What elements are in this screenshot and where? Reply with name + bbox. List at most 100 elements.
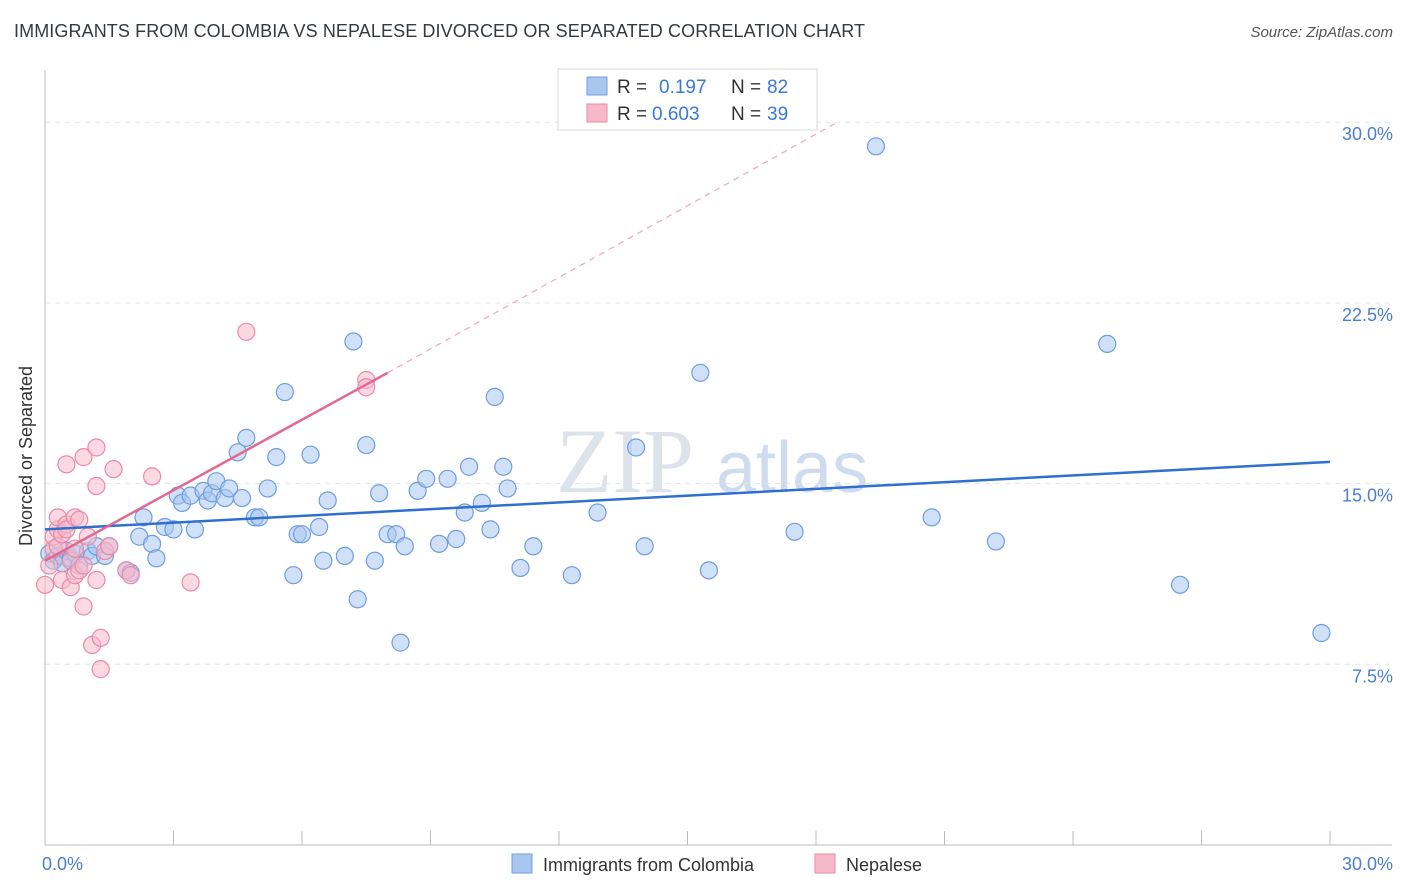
scatter-point xyxy=(626,438,646,457)
scatter-point xyxy=(275,382,294,402)
scatter-point xyxy=(922,508,941,527)
scatter-point xyxy=(370,484,389,503)
bottom-legend-swatch-nepalese xyxy=(814,853,836,874)
axes xyxy=(44,70,1392,846)
scatter-point xyxy=(134,508,153,527)
scatter-point xyxy=(344,332,363,351)
scatter-point xyxy=(237,428,256,447)
legend-swatch-nepalese xyxy=(586,103,608,123)
scatter-point xyxy=(447,529,466,549)
scatter-point xyxy=(121,566,140,585)
source-label: Source: ZipAtlas.com xyxy=(1250,24,1393,41)
legend-swatch-colombia xyxy=(586,76,608,96)
scatter-point xyxy=(87,438,106,457)
bottom-legend-swatch-colombia xyxy=(511,853,533,874)
scatter-point xyxy=(635,537,654,556)
scatter-point xyxy=(74,448,93,467)
scatter-point xyxy=(91,628,110,647)
scatter-point xyxy=(1312,623,1331,643)
scatter-point xyxy=(429,534,449,553)
y-tick-labels: 7.5% 15.0% 22.5% 30.0% xyxy=(1342,124,1393,686)
legend-r-label-2: R = xyxy=(617,104,647,125)
scatter-point xyxy=(348,590,367,609)
y-tick-label: 30.0% xyxy=(1342,124,1393,144)
legend-r-value-1: 0.197 xyxy=(659,77,707,98)
scatter-point xyxy=(185,520,205,539)
trend-lines xyxy=(44,121,1331,562)
scatter-point xyxy=(284,566,303,585)
scatter-point xyxy=(986,532,1006,551)
bottom-legend-label-colombia: Immigrants from Colombia xyxy=(543,855,755,875)
scatter-point xyxy=(100,537,119,556)
scatter-point xyxy=(70,510,89,529)
scatter-point xyxy=(494,457,513,476)
scatter-point xyxy=(181,573,200,592)
trend-line-nepalese-extension xyxy=(387,121,838,374)
scatter-point xyxy=(164,520,183,539)
scatter-point xyxy=(1170,575,1190,594)
scatter-point xyxy=(785,522,804,541)
scatter-point xyxy=(459,457,479,476)
scatter-point xyxy=(147,549,166,568)
legend-n-value-2: 39 xyxy=(767,104,788,125)
scatter-point xyxy=(699,561,719,580)
scatter-point xyxy=(104,460,123,479)
legend: R = 0.197 N = 82 R = 0.603 N = 39 xyxy=(557,68,818,131)
bottom-legend-label-nepalese: Nepalese xyxy=(846,855,922,875)
scatter-point xyxy=(485,387,504,406)
watermark-zip: ZIP xyxy=(556,410,694,512)
y-tick-label: 22.5% xyxy=(1342,305,1393,325)
scatter-point xyxy=(357,435,376,455)
scatter-point xyxy=(511,558,530,578)
scatter-point xyxy=(365,551,384,570)
scatter-point xyxy=(74,556,93,575)
scatter-point xyxy=(258,479,277,498)
scatter-point xyxy=(87,570,106,590)
legend-n-label-1: N = xyxy=(731,77,761,98)
x-tick-label-min: 0.0% xyxy=(42,854,83,874)
scatter-point xyxy=(310,517,329,537)
scatter-point xyxy=(220,479,239,498)
scatter-point xyxy=(562,566,581,585)
scatter-point xyxy=(438,469,457,488)
scatter-point xyxy=(35,575,55,594)
scatter-point xyxy=(57,455,76,474)
y-tick-label: 7.5% xyxy=(1352,666,1393,686)
scatter-point xyxy=(1098,334,1117,353)
scatter-point xyxy=(87,476,106,496)
trend-line-nepalese xyxy=(44,371,389,562)
y-tick-label: 15.0% xyxy=(1342,486,1393,506)
scatter-point xyxy=(237,322,256,341)
bottom-legend: Immigrants from Colombia Nepalese xyxy=(511,853,922,875)
legend-n-value-1: 82 xyxy=(767,77,788,98)
scatter-point xyxy=(391,633,410,652)
scatter-point xyxy=(232,488,252,508)
scatter-point xyxy=(142,467,162,486)
scatter-point xyxy=(91,660,110,679)
x-ticks xyxy=(173,831,1331,845)
scatter-point xyxy=(866,137,886,156)
scatter-point xyxy=(335,546,354,565)
scatter-point xyxy=(292,525,312,544)
legend-r-label-1: R = xyxy=(617,77,647,98)
scatter-point xyxy=(691,363,710,382)
scatter-point xyxy=(318,491,337,510)
x-tick-label-max: 30.0% xyxy=(1342,854,1393,874)
scatter-point xyxy=(267,448,286,467)
watermark-atlas: atlas xyxy=(716,428,868,508)
scatter-point xyxy=(74,597,93,616)
scatter-point xyxy=(395,537,414,556)
legend-n-label-2: N = xyxy=(731,104,761,125)
series-colombia-points xyxy=(40,137,1331,652)
gridlines xyxy=(45,121,1392,665)
scatter-point xyxy=(481,520,500,539)
trend-line-colombia xyxy=(44,460,1331,531)
scatter-point xyxy=(588,503,607,522)
scatter-point xyxy=(314,551,333,570)
y-axis-label: Divorced or Separated xyxy=(16,366,36,546)
scatter-point xyxy=(301,445,320,464)
scatter-point xyxy=(524,537,543,556)
scatter-point xyxy=(417,469,436,488)
scatter-point xyxy=(498,479,517,498)
legend-r-value-2: 0.603 xyxy=(652,104,700,125)
